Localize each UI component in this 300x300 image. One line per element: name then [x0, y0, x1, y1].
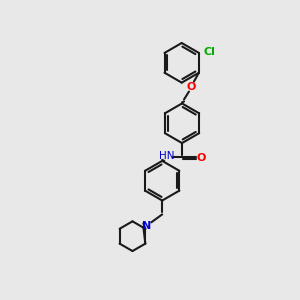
Text: Cl: Cl: [204, 47, 216, 57]
Text: O: O: [196, 153, 206, 163]
Text: N: N: [142, 221, 151, 231]
Text: O: O: [186, 82, 196, 92]
Text: HN: HN: [159, 152, 175, 161]
